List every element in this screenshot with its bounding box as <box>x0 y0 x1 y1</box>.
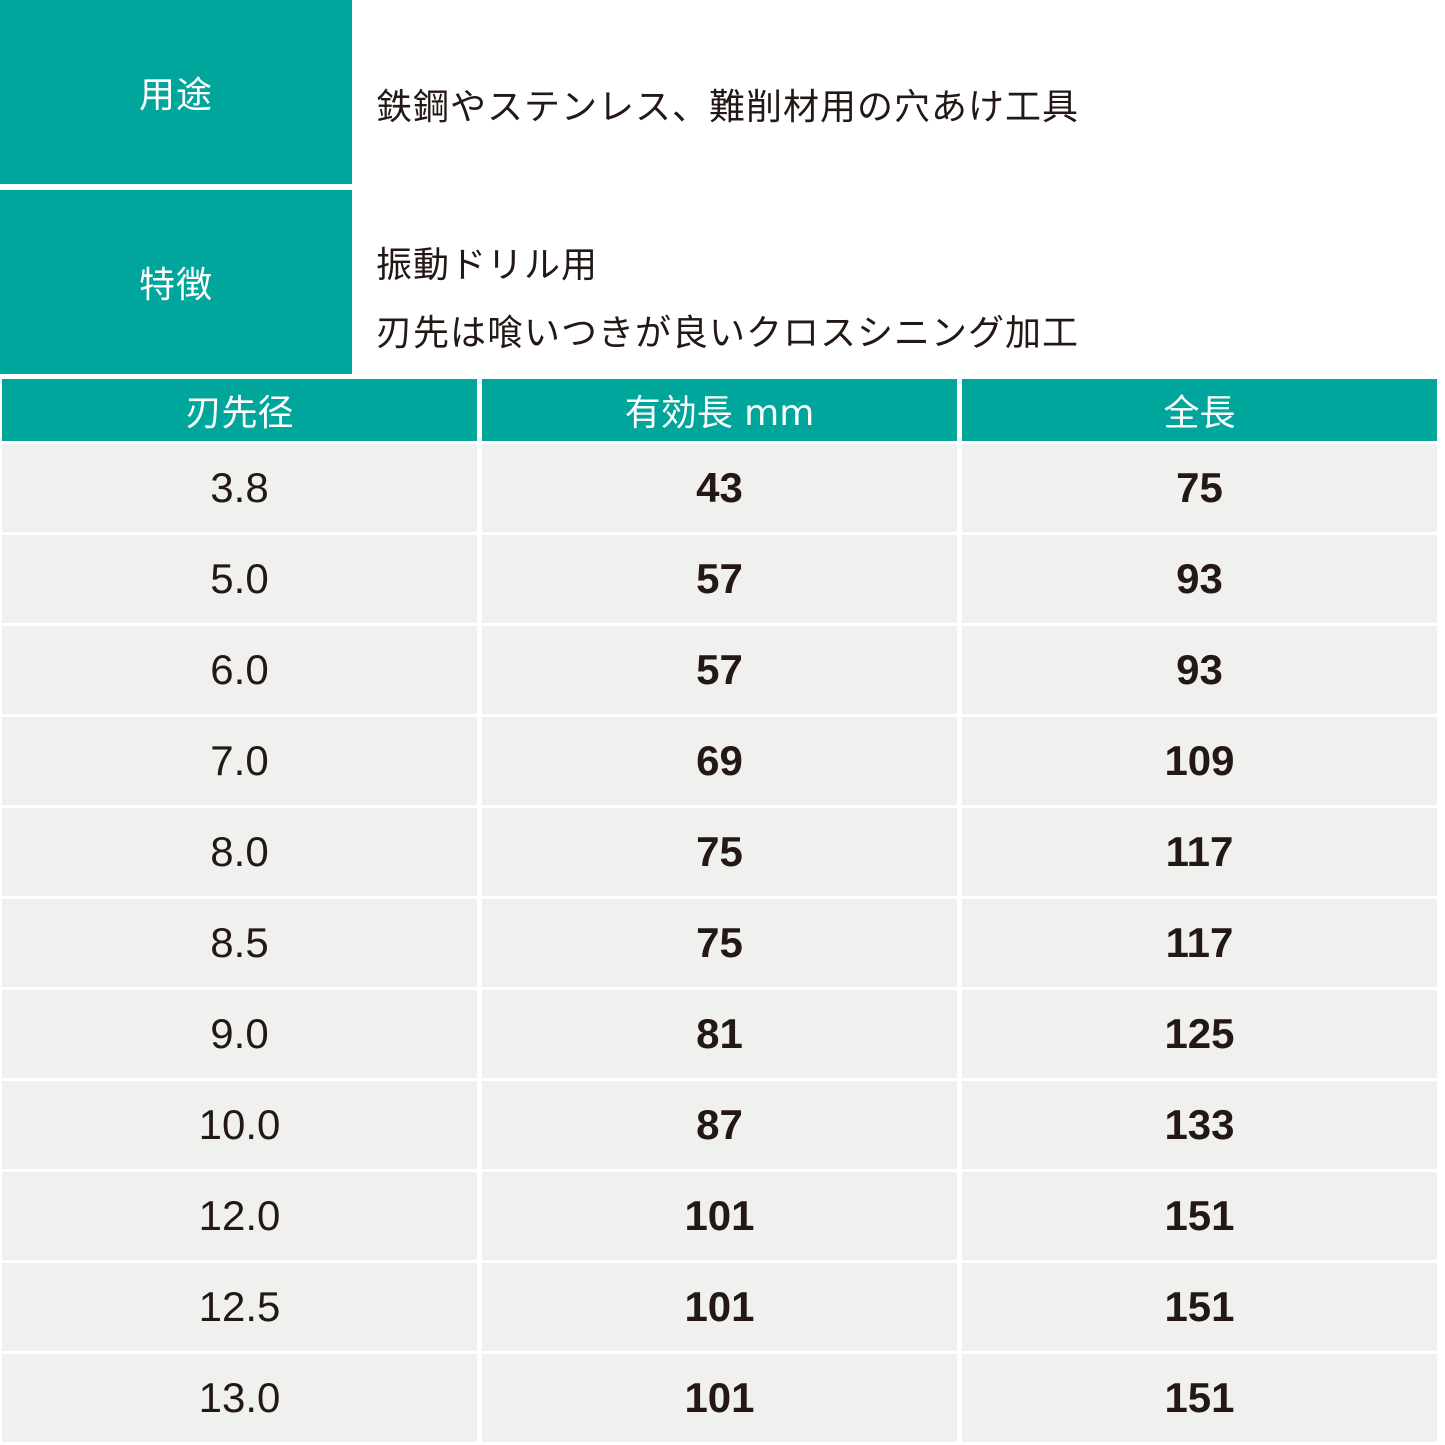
table-row: 7.0 69 109 <box>2 717 1437 808</box>
table-row: 6.0 57 93 <box>2 626 1437 717</box>
cell-total-length: 117 <box>962 808 1437 899</box>
cell-effective-length: 101 <box>482 1263 957 1354</box>
table-row: 5.0 57 93 <box>2 535 1437 626</box>
cell-effective-length: 69 <box>482 717 957 808</box>
table-row: 9.0 81 125 <box>2 990 1437 1081</box>
cell-total-length: 109 <box>962 717 1437 808</box>
usage-label: 用途 <box>0 0 352 184</box>
table-row: 8.5 75 117 <box>2 899 1437 990</box>
cell-effective-length: 75 <box>482 899 957 990</box>
cell-total-length: 151 <box>962 1172 1437 1263</box>
header-tip-diameter: 刃先径 <box>2 379 477 444</box>
table-row: 12.5 101 151 <box>2 1263 1437 1354</box>
cell-tip-diameter: 12.0 <box>2 1172 477 1263</box>
cell-total-length: 125 <box>962 990 1437 1081</box>
cell-tip-diameter: 7.0 <box>2 717 477 808</box>
cell-effective-length: 101 <box>482 1354 957 1445</box>
cell-effective-length: 75 <box>482 808 957 899</box>
table-row: 8.0 75 117 <box>2 808 1437 899</box>
spec-table: 刃先径 有効長 mm 全長 3.8 43 75 5.0 57 93 6.0 57 93 7.0 69… <box>0 379 1442 1445</box>
cell-total-length: 93 <box>962 626 1437 717</box>
cell-tip-diameter: 12.5 <box>2 1263 477 1354</box>
cell-effective-length: 101 <box>482 1172 957 1263</box>
header-effective-length: 有効長 mm <box>482 379 957 444</box>
cell-total-length: 75 <box>962 444 1437 535</box>
cell-tip-diameter: 8.0 <box>2 808 477 899</box>
table-row: 3.8 43 75 <box>2 444 1437 535</box>
cell-total-length: 151 <box>962 1354 1437 1445</box>
table-row: 13.0 101 151 <box>2 1354 1437 1445</box>
table-header-row: 刃先径 有効長 mm 全長 <box>2 379 1437 444</box>
cell-effective-length: 87 <box>482 1081 957 1172</box>
cell-tip-diameter: 9.0 <box>2 990 477 1081</box>
table-row: 12.0 101 151 <box>2 1172 1437 1263</box>
usage-value: 鉄鋼やステンレス、難削材用の穴あけ工具 <box>376 87 1080 128</box>
cell-total-length: 133 <box>962 1081 1437 1172</box>
cell-tip-diameter: 3.8 <box>2 444 477 535</box>
features-label: 特徴 <box>0 190 352 374</box>
header-total-length: 全長 <box>962 379 1437 444</box>
table-row: 10.0 87 133 <box>2 1081 1437 1172</box>
cell-effective-length: 57 <box>482 535 957 626</box>
cell-total-length: 93 <box>962 535 1437 626</box>
features-line-1: 振動ドリル用 <box>376 245 599 286</box>
cell-total-length: 117 <box>962 899 1437 990</box>
cell-tip-diameter: 8.5 <box>2 899 477 990</box>
cell-tip-diameter: 6.0 <box>2 626 477 717</box>
cell-tip-diameter: 10.0 <box>2 1081 477 1172</box>
cell-tip-diameter: 13.0 <box>2 1354 477 1445</box>
cell-tip-diameter: 5.0 <box>2 535 477 626</box>
cell-effective-length: 43 <box>482 444 957 535</box>
cell-effective-length: 81 <box>482 990 957 1081</box>
features-line-2: 刃先は喰いつきが良いクロスシニング加工 <box>376 313 1080 354</box>
cell-total-length: 151 <box>962 1263 1437 1354</box>
table-body: 3.8 43 75 5.0 57 93 6.0 57 93 7.0 69 109 8.0 75 117 8.5… <box>2 444 1437 1445</box>
cell-effective-length: 57 <box>482 626 957 717</box>
